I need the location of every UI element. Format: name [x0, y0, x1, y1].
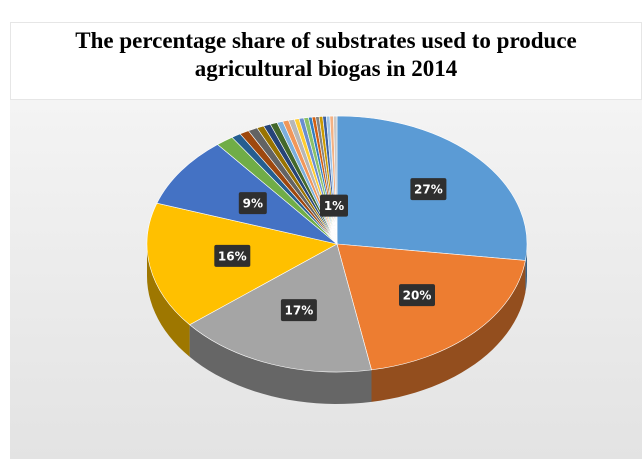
data-label-text: 9% [243, 197, 263, 211]
data-label-box [238, 192, 267, 215]
data-label-4: 9% [238, 192, 267, 215]
data-label-box [410, 178, 447, 201]
pie-slice-1 [336, 243, 526, 371]
pie-side-1 [371, 260, 526, 402]
title-box [10, 22, 642, 100]
data-label-box [399, 284, 435, 307]
data-label-box [214, 244, 251, 267]
data-label-2: 17% [280, 299, 317, 322]
data-label-text: 1% [324, 199, 344, 213]
pie-side-2 [189, 324, 372, 404]
data-label-3: 16% [214, 244, 251, 267]
data-label-1: 20% [399, 284, 435, 307]
data-label-text: 20% [403, 289, 432, 303]
data-label-box [320, 194, 348, 217]
data-label-text: 27% [414, 183, 443, 197]
pie-slice-2 [189, 243, 372, 373]
chart-title: The percentage share of substrates used … [75, 28, 577, 81]
data-label-0: 27% [410, 178, 447, 201]
data-label-23: 1% [320, 194, 348, 217]
pie-side-walls [147, 244, 527, 404]
data-labels: 27% 20% 17% 16% 9% 1% [214, 178, 447, 322]
pie-side-3 [147, 244, 190, 357]
data-label-text: 16% [218, 249, 247, 263]
plot-area: 27% 20% 17% 16% 9% 1% [10, 100, 642, 459]
pie-chart: 27% 20% 17% 16% 9% 1% [146, 115, 528, 404]
pie-side-0 [525, 244, 527, 293]
data-label-box [280, 299, 317, 322]
data-label-text: 17% [285, 304, 314, 318]
pie-slices [146, 115, 528, 373]
